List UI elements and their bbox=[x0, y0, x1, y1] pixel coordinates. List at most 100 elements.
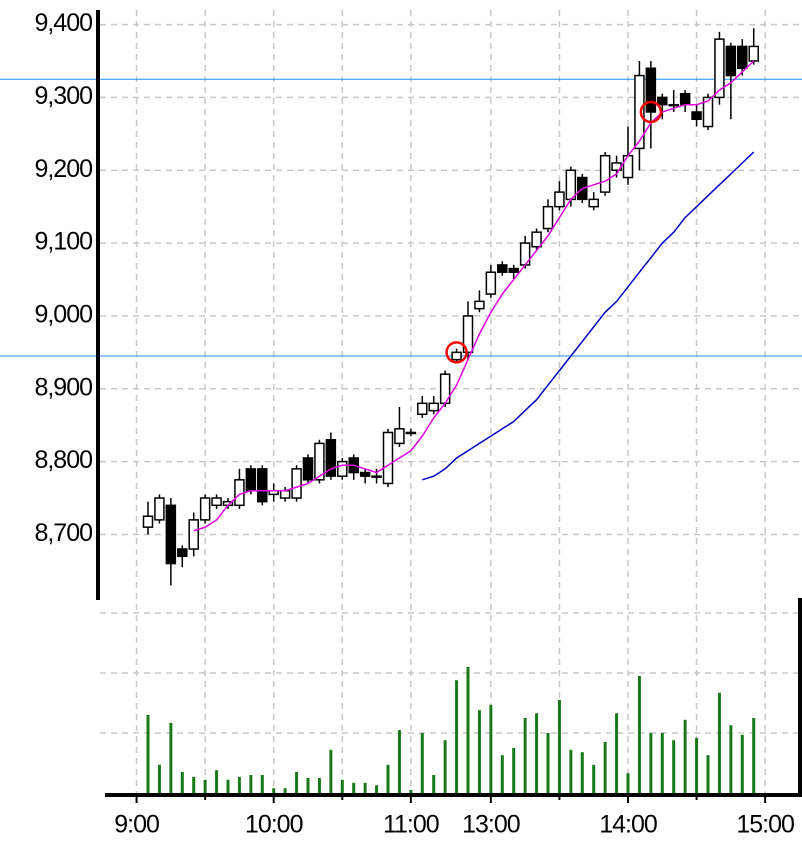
volume-bar bbox=[752, 718, 756, 793]
volume-bar bbox=[466, 667, 470, 793]
volume-bar bbox=[157, 764, 161, 793]
volume-bar bbox=[329, 749, 333, 793]
candle-body bbox=[302, 457, 314, 481]
candle-body bbox=[462, 315, 474, 354]
candle-body bbox=[485, 271, 497, 295]
volume-bar bbox=[386, 764, 390, 793]
volume-bar bbox=[637, 676, 641, 793]
volume-bar bbox=[340, 779, 344, 793]
volume-bar bbox=[649, 733, 653, 793]
candle-body bbox=[668, 103, 679, 107]
axes: 9,400 9,300 9,200 9,100 9,000 8,900 8,800 8,700… bbox=[34, 9, 802, 839]
candle-body bbox=[325, 439, 337, 477]
volume-bar bbox=[146, 715, 150, 793]
volume-bar bbox=[409, 790, 413, 793]
candle-body bbox=[622, 154, 634, 179]
candle-body bbox=[211, 497, 222, 507]
volume-bar bbox=[215, 770, 219, 793]
y-tick-label: 8,900 bbox=[34, 373, 92, 401]
volume-bar bbox=[615, 713, 619, 793]
candle-body bbox=[188, 519, 199, 550]
volume-bar bbox=[500, 755, 504, 793]
x-tick-label: 14:00 bbox=[599, 811, 657, 839]
volume-bar bbox=[477, 710, 481, 793]
volume-bar bbox=[546, 733, 550, 793]
volume-bar bbox=[283, 788, 287, 793]
candle-body bbox=[748, 45, 759, 62]
candle-body bbox=[554, 191, 565, 208]
volume-bar bbox=[443, 740, 447, 793]
volume-bar bbox=[180, 772, 184, 793]
candle-body bbox=[714, 38, 725, 99]
candle-body bbox=[234, 479, 245, 507]
y-tick-label: 9,100 bbox=[34, 228, 92, 256]
candle-body bbox=[154, 497, 165, 521]
candle-body bbox=[599, 154, 611, 193]
candle-body bbox=[382, 431, 394, 485]
candle-body bbox=[279, 489, 291, 499]
volume-bar bbox=[420, 733, 424, 793]
candle-body bbox=[645, 67, 657, 113]
volume-bar bbox=[557, 700, 561, 793]
volume-bar bbox=[717, 692, 721, 793]
candle-body bbox=[165, 504, 177, 565]
volume-bar bbox=[523, 718, 527, 793]
candle-body bbox=[679, 93, 691, 106]
volume-bar bbox=[729, 725, 733, 793]
candle-body bbox=[474, 300, 485, 310]
volume-bar bbox=[683, 719, 687, 793]
candle-body bbox=[691, 111, 702, 121]
volume-bar bbox=[203, 779, 207, 793]
volume-bar bbox=[695, 737, 699, 793]
volume-bar bbox=[352, 782, 356, 793]
candle-body bbox=[257, 468, 268, 503]
volume-bar bbox=[237, 776, 241, 793]
volume-bar bbox=[740, 734, 744, 793]
candle-body bbox=[394, 428, 405, 445]
volume-bar bbox=[535, 713, 539, 793]
y-tick-label: 8,800 bbox=[34, 446, 92, 474]
candle-body bbox=[359, 471, 371, 477]
volume-bar bbox=[455, 680, 459, 793]
x-tick-label: 11:00 bbox=[383, 811, 439, 839]
volume-bar bbox=[260, 775, 264, 793]
volume-bar bbox=[397, 730, 401, 793]
highlight-circle bbox=[445, 341, 468, 364]
volume-bar bbox=[317, 778, 321, 793]
volume-bar bbox=[626, 773, 630, 793]
volume-bar bbox=[363, 782, 367, 793]
candle-body bbox=[588, 198, 599, 208]
volume-bar bbox=[660, 733, 664, 793]
volume-bar bbox=[512, 748, 516, 793]
candle-body bbox=[417, 402, 428, 416]
x-tick-label: 15:00 bbox=[736, 811, 794, 839]
volume-bar bbox=[603, 742, 607, 793]
moving-average-line bbox=[422, 151, 755, 481]
candle-body bbox=[657, 96, 668, 106]
grid bbox=[100, 10, 800, 793]
x-tick-label: 13:00 bbox=[462, 811, 520, 839]
volume-bar bbox=[569, 749, 573, 793]
y-tick-label: 9,000 bbox=[34, 301, 92, 329]
candle-body bbox=[371, 475, 382, 478]
candle-body bbox=[508, 267, 519, 273]
volume-bar bbox=[249, 775, 253, 793]
x-tick-label: 10:00 bbox=[245, 811, 303, 839]
y-tick-label: 9,400 bbox=[34, 9, 92, 37]
marks bbox=[0, 28, 802, 793]
candle-body bbox=[565, 169, 577, 201]
volume-bar bbox=[306, 778, 310, 793]
volume-bar bbox=[375, 785, 379, 793]
volume-bar bbox=[592, 764, 596, 793]
candle-body bbox=[634, 74, 645, 150]
y-tick-label: 9,300 bbox=[34, 82, 92, 110]
volume-bar bbox=[432, 775, 436, 793]
volume-bar bbox=[295, 772, 299, 793]
volume-bar bbox=[489, 704, 493, 793]
candle-body bbox=[314, 442, 325, 481]
candle-body bbox=[199, 497, 211, 521]
y-tick-label: 9,200 bbox=[34, 155, 92, 183]
candle-body bbox=[337, 460, 348, 477]
